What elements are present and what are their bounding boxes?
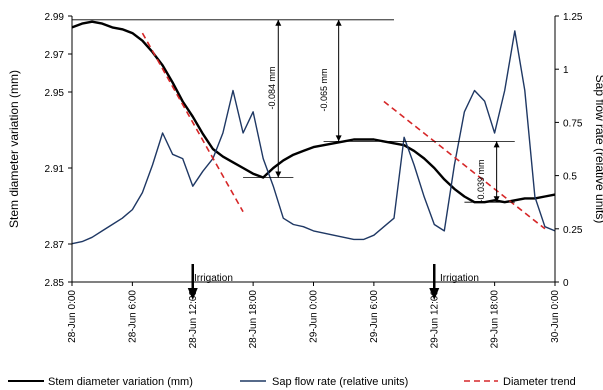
annotation-label-3: -0.039 mm: [476, 159, 486, 202]
y-tick-label: 2.91: [45, 164, 65, 175]
x-tick-label: 28-Jun 12:00: [188, 290, 199, 349]
legend-label-stem: Stem diameter variation (mm): [48, 376, 193, 388]
y2-tick-label: 0.25: [563, 225, 583, 236]
y-tick-label: 2.99: [45, 12, 65, 23]
amplitude-arrow-2-head-top: [335, 19, 342, 26]
y-tick-label: 2.87: [45, 240, 65, 251]
x-tick-label: 28-Jun 6:00: [127, 290, 138, 343]
y-tick-label: 2.97: [45, 50, 65, 61]
amplitude-arrow-1-head-top: [275, 19, 282, 26]
x-tick-label: 30-Jun 0:00: [550, 290, 561, 343]
legend-label-sap: Sap flow rate (relative units): [272, 376, 408, 388]
y-tick-label: 2.95: [45, 88, 65, 99]
x-tick-label: 28-Jun 0:00: [67, 290, 78, 343]
diameter-trend-line: [383, 100, 546, 230]
y2-tick-label: 1.25: [563, 12, 583, 23]
diameter-trend-line: [141, 32, 244, 213]
irrigation-label-1: Irrigation: [194, 273, 233, 284]
y2-axis-title: Sap flow rate (relative units): [593, 75, 603, 224]
irrigation-arrow-1-head: [187, 288, 198, 300]
y2-tick-label: 0: [563, 278, 569, 289]
legend: Stem diameter variation (mm) Sap flow ra…: [8, 376, 576, 388]
annotation-label-1: -0.084 mm: [267, 66, 277, 109]
amplitude-arrow-1-head-bottom: [275, 171, 282, 178]
x-tick-label: 29-Jun 0:00: [309, 290, 320, 343]
y-axis-title: Stem diameter variation (mm): [7, 70, 21, 228]
annotation-label-2: -0.065 mm: [319, 68, 329, 111]
y2-tick-label: 0.5: [563, 172, 577, 183]
sap-flow-line: [71, 30, 556, 245]
irrigation-arrow-2-head: [429, 288, 440, 300]
y2-tick-label: 0.75: [563, 118, 583, 129]
x-tick-label: 29-Jun 6:00: [369, 290, 380, 343]
amplitude-arrow-3-head-bottom: [493, 196, 500, 203]
x-tick-label: 29-Jun 18:00: [490, 290, 501, 349]
amplitude-arrow-3-head-top: [493, 141, 500, 148]
y2-tick-label: 1: [563, 65, 569, 76]
irrigation-label-2: Irrigation: [440, 273, 479, 284]
x-tick-label: 29-Jun 12:00: [429, 290, 440, 349]
x-tick-label: 28-Jun 18:00: [248, 290, 259, 349]
legend-label-trend: Diameter trend: [503, 376, 576, 388]
amplitude-arrow-2-head-bottom: [335, 135, 342, 142]
y-tick-label: 2.85: [45, 278, 65, 289]
